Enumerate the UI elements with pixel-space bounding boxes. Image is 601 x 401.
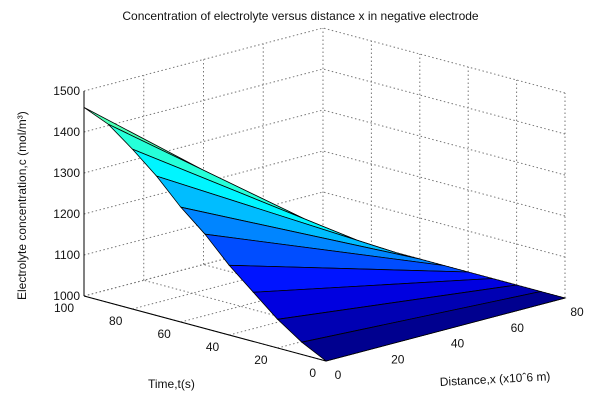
z-axis-label-main: Electrolyte concentration,c (mol/m³): [15, 111, 29, 300]
z-tick-label: 1500: [53, 84, 80, 98]
z-tick-label: 1300: [53, 166, 80, 180]
x-tick-label: 20: [391, 352, 405, 366]
grid-line: [229, 271, 469, 336]
y-tick-label: 100: [54, 301, 74, 315]
surface-patch: [300, 291, 567, 362]
grid-line: [322, 191, 566, 258]
grid-line: [83, 27, 324, 92]
grid-line: [83, 109, 324, 174]
z-tick-label: 1400: [53, 125, 80, 139]
y-tick-label: 20: [254, 353, 268, 367]
surface-patches: [83, 107, 567, 362]
z-tick-label: 1200: [53, 207, 80, 221]
grid-line: [322, 109, 566, 176]
y-axis-line: [83, 295, 327, 362]
z-tick-label: 1100: [54, 248, 80, 262]
x-tick-label: 40: [451, 337, 465, 351]
grid-line: [83, 68, 324, 133]
y-tick-label: 80: [109, 314, 123, 328]
grid-line: [132, 245, 372, 310]
grid-line: [83, 150, 324, 215]
x-axis-label: Distance,x (x10ˆ6 m): [439, 369, 550, 389]
grid-line: [322, 150, 566, 217]
grid-line: [322, 27, 566, 94]
y-tick-label: 40: [206, 340, 220, 354]
y-tick-label: 0: [309, 366, 316, 380]
chart-title: Concentration of electrolyte versus dist…: [122, 9, 479, 23]
grid-line: [83, 232, 324, 297]
z-tick-label: 1000: [53, 289, 80, 303]
x-tick-label: 0: [335, 368, 342, 382]
y-tick-label: 60: [157, 327, 171, 341]
grid-line: [180, 258, 420, 323]
x-tick-label: 80: [570, 305, 584, 319]
grid-line: [143, 279, 386, 346]
grid-line: [322, 68, 566, 135]
z-axis-label: Electrolyte concentration,c (mol/m³): [15, 111, 29, 300]
y-axis-label: Time,t(s): [148, 377, 195, 391]
x-tick-label: 60: [511, 321, 525, 335]
grid-line: [83, 191, 324, 256]
